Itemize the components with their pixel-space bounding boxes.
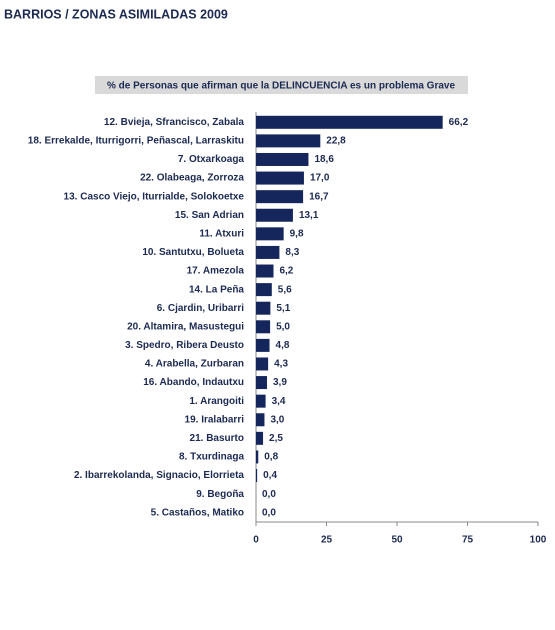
value-label: 22,8 [326,136,346,147]
x-tick-label: 0 [253,535,259,546]
y-tick-label: 8. Txurdinaga [179,452,244,463]
y-tick-label: 5. Castaños, Matiko [151,507,244,518]
subtitle-box [95,76,468,94]
y-tick-label: 4. Arabella, Zurbaran [145,359,244,370]
value-label: 2,5 [269,433,283,444]
y-tick-label: 21. Basurto [190,433,244,444]
y-tick-label: 11. Atxuri [199,228,244,239]
bar [256,171,304,185]
value-label: 16,7 [309,191,329,202]
chart-subtitle: % de Personas que afirman que la DELINCU… [107,81,455,92]
bar [256,394,266,408]
y-tick-label: 19. Iralabarri [185,414,245,425]
value-label: 6,2 [279,266,293,277]
value-label: 0,8 [264,452,278,463]
bar [256,115,443,129]
value-label: 3,0 [270,414,284,425]
bar [256,431,264,445]
value-label: 5,0 [276,321,290,332]
value-label: 18,6 [314,154,334,165]
y-tick-label: 6. Cjardin, Uribarri [157,303,244,314]
value-label: 4,8 [276,340,290,351]
bar [256,469,258,483]
value-label: 66,2 [449,117,469,128]
y-tick-label: 17. Amezola [187,266,245,277]
x-tick-label: 75 [462,535,474,546]
y-tick-label: 15. San Adrian [175,210,244,221]
bar [256,134,321,148]
bar [256,264,274,278]
bar [256,208,293,222]
value-label: 17,0 [310,173,330,184]
y-tick-label: 22. Olabeaga, Zorroza [140,173,244,184]
bar [256,320,271,334]
bar [256,227,284,241]
bar [256,450,259,464]
value-label: 5,1 [276,303,290,314]
y-tick-label: 20. Altamira, Masustegui [127,321,244,332]
value-label: 5,6 [278,284,292,295]
x-tick-label: 100 [530,535,547,546]
y-tick-label: 16. Abando, Indautxu [143,377,244,388]
value-label: 4,3 [274,359,288,370]
y-tick-label: 3. Spedro, Ribera Deusto [125,340,244,351]
y-tick-label: 13. Casco Viejo, Iturrialde, Solokoetxe [64,191,245,202]
value-label: 8,3 [285,247,299,258]
x-tick-label: 50 [391,535,403,546]
bar [256,245,280,259]
y-tick-label: 14. La Peña [189,284,244,295]
y-tick-label: 12. Bvieja, Sfrancisco, Zabala [104,117,245,128]
bar [256,301,271,315]
value-label: 9,8 [290,228,304,239]
y-tick-label: 10. Santutxu, Bolueta [142,247,244,258]
y-tick-label: 7. Otxarkoaga [178,154,245,165]
y-tick-label: 9. Begoña [196,489,244,500]
y-tick-label: 1. Arangoiti [189,396,244,407]
value-label: 0,0 [262,507,276,518]
value-label: 0,4 [263,470,277,481]
bar [256,283,272,297]
x-tick-label: 25 [321,535,333,546]
page-title: BARRIOS / ZONAS ASIMILADAS 2009 [4,7,228,21]
bar [256,152,309,166]
value-label: 3,4 [272,396,286,407]
value-label: 0,0 [262,489,276,500]
bar [256,357,269,371]
bar [256,376,267,390]
y-tick-label: 2. Ibarrekolanda, Signacio, Elorrieta [74,470,244,481]
y-tick-label: 18. Errekalde, Iturrigorri, Peñascal, La… [28,136,244,147]
bar [256,338,270,352]
value-label: 3,9 [273,377,287,388]
bar [256,190,304,204]
bar [256,413,265,427]
value-label: 13,1 [299,210,319,221]
